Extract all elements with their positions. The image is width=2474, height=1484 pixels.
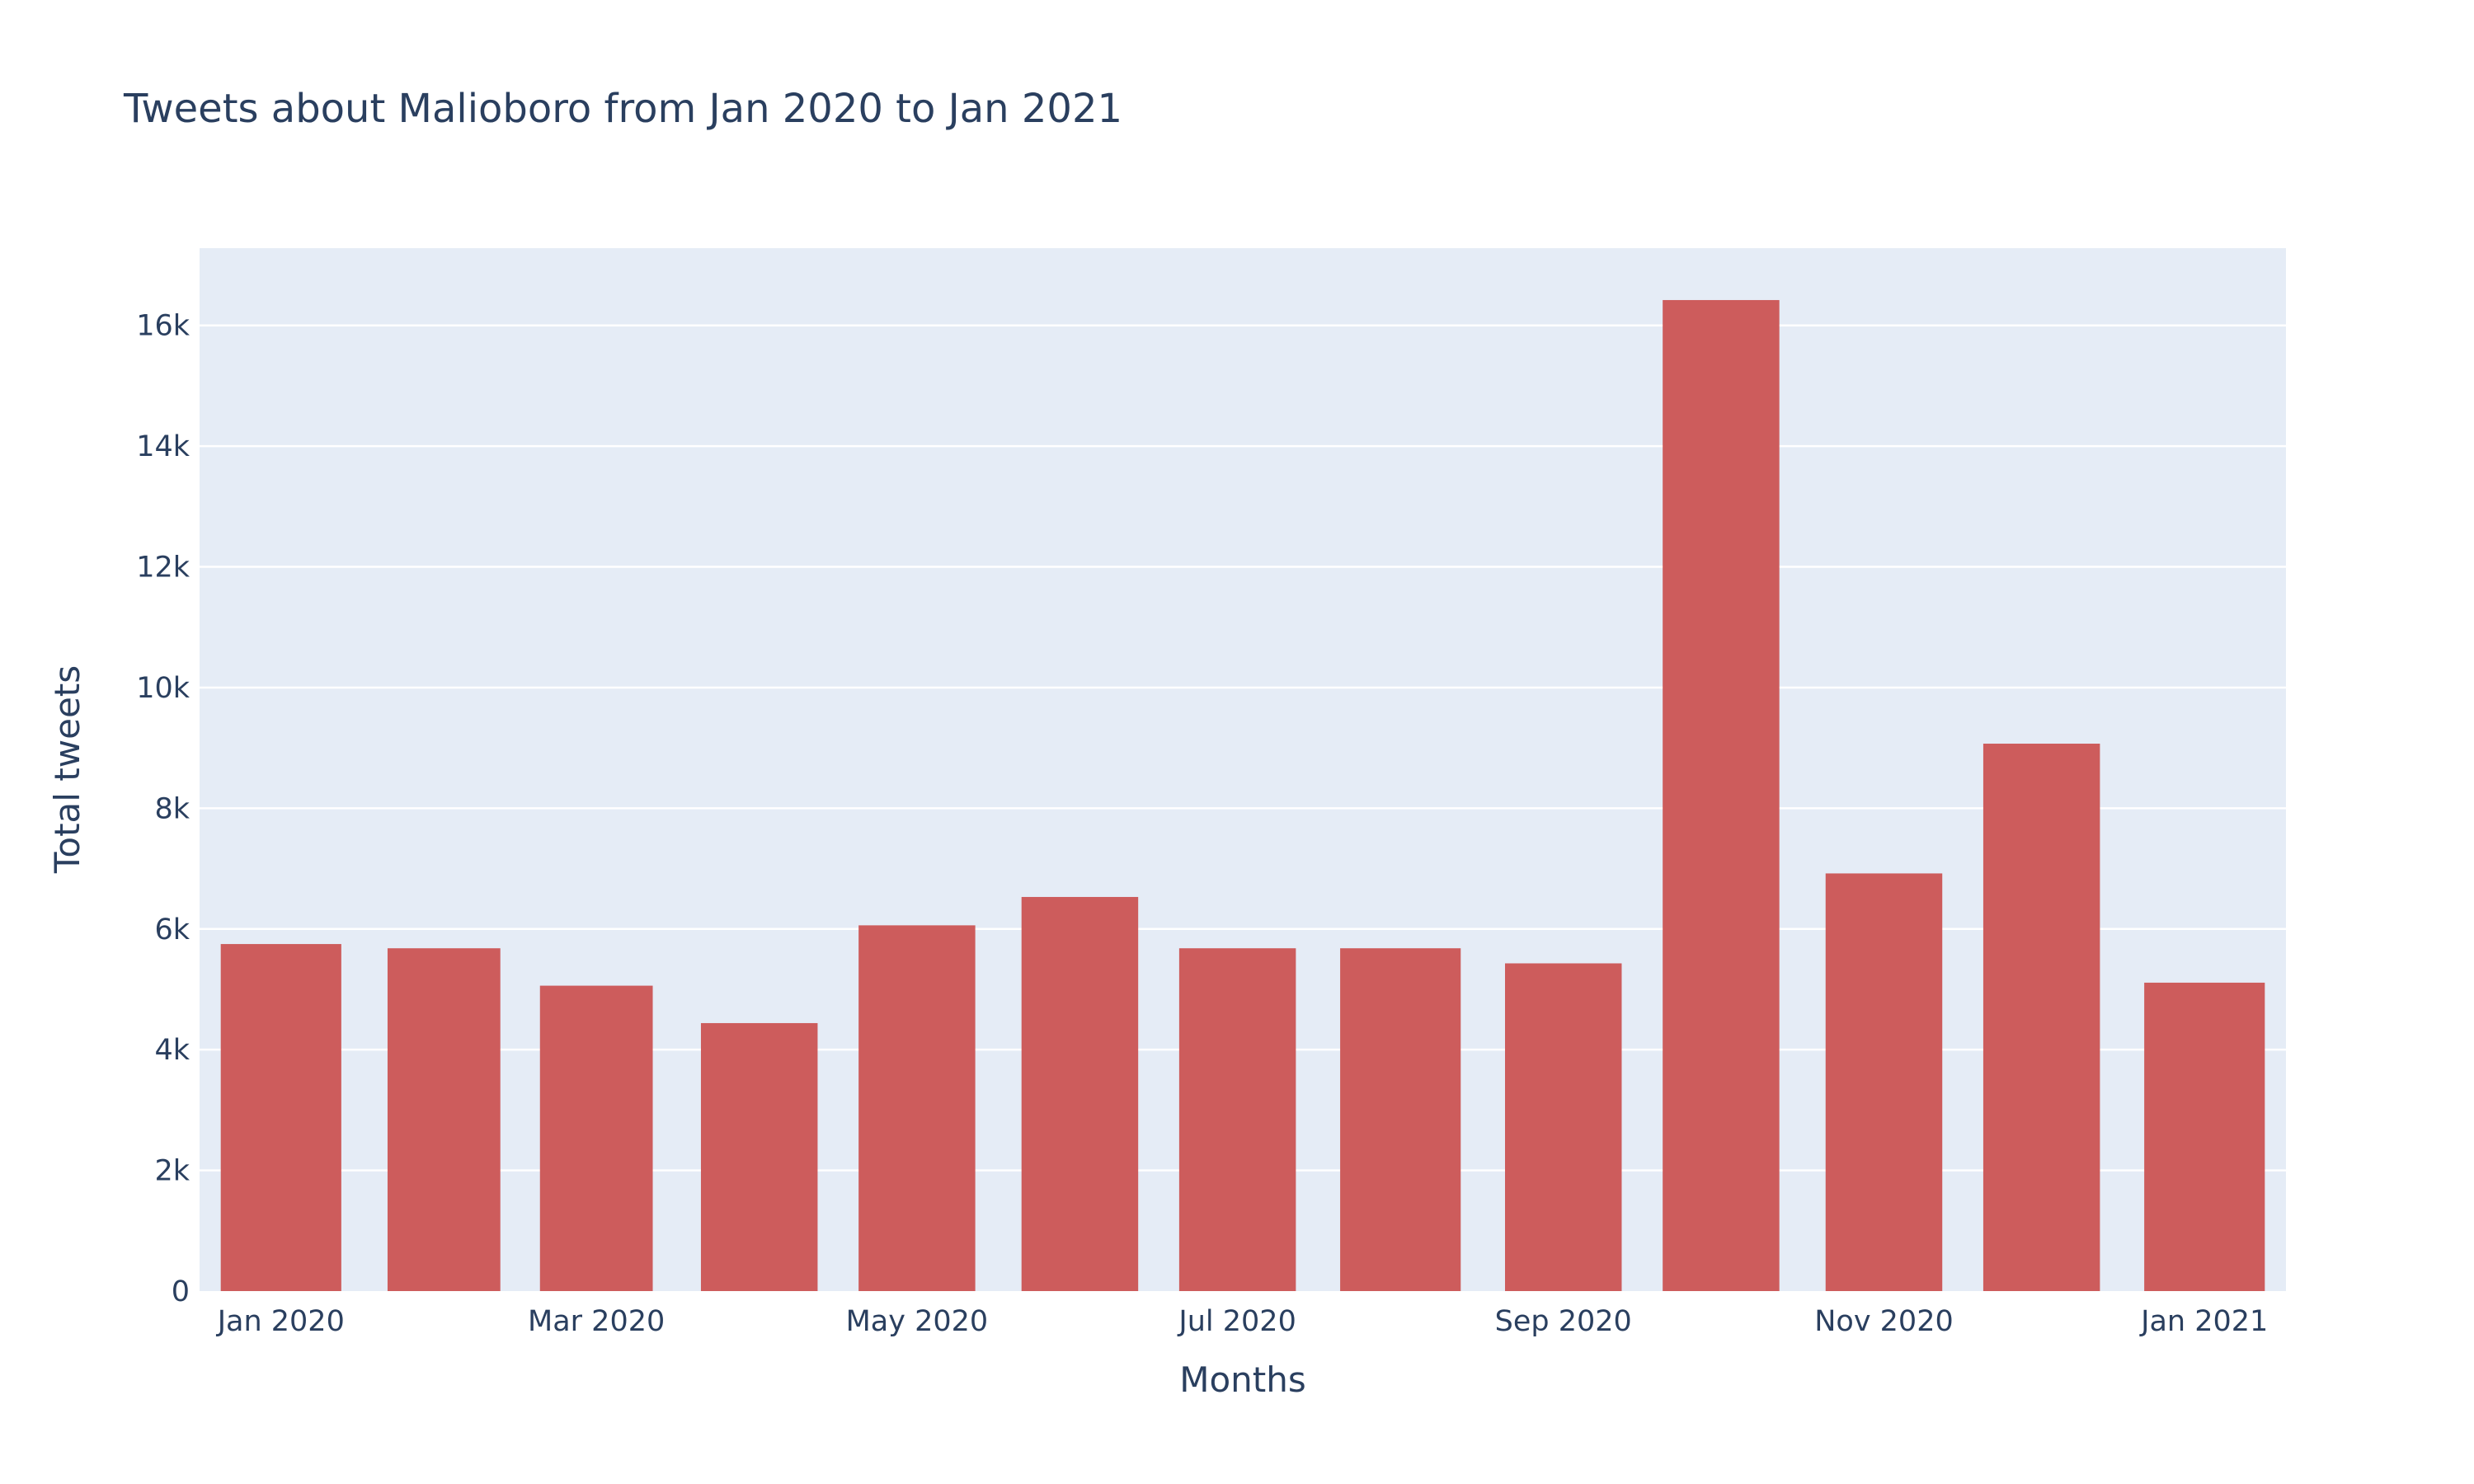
x-tick-label: Nov 2020 [1814, 1305, 1954, 1338]
x-tick-label: Jul 2020 [1177, 1305, 1296, 1338]
y-tick-label: 8k [154, 792, 190, 825]
y-tick-label: 12k [136, 552, 190, 585]
y-tick-label: 6k [154, 913, 190, 946]
y-tick-label: 10k [136, 672, 190, 705]
bar [1825, 873, 1943, 1291]
y-tick-label: 14k [136, 430, 190, 463]
x-tick-label: Sep 2020 [1495, 1305, 1632, 1338]
x-tick-label: Mar 2020 [528, 1305, 665, 1338]
y-tick-label: 0 [172, 1275, 190, 1308]
x-axis-ticks: Jan 2020 Mar 2020 May 2020 Jul 2020 Sep 2020… [216, 1305, 2269, 1338]
gridlines [200, 324, 2286, 1172]
x-tick-label: Jan 2021 [2139, 1305, 2268, 1338]
y-tick-label: 4k [154, 1034, 190, 1067]
bar [2144, 982, 2265, 1291]
bar [858, 925, 976, 1291]
y-axis-title: Total tweets [47, 665, 87, 874]
y-tick-label: 16k [136, 310, 190, 343]
chart-title: Tweets about Malioboro from Jan 2020 to … [123, 86, 1122, 132]
bar [220, 944, 341, 1291]
y-tick-label: 2k [154, 1155, 190, 1188]
x-tick-label: May 2020 [846, 1305, 989, 1338]
y-axis-ticks: 0 2k 4k 6k 8k 10k 12k 14k 16k [136, 310, 190, 1308]
bar [1505, 963, 1622, 1291]
bar [1340, 948, 1461, 1291]
bar [387, 948, 501, 1291]
bar [1982, 744, 2100, 1291]
bars [220, 299, 2265, 1292]
bar [700, 1022, 818, 1291]
bar [1021, 896, 1139, 1291]
bar [1663, 299, 1780, 1292]
bar [539, 985, 653, 1291]
x-axis-title: Months [1179, 1360, 1306, 1400]
bar [1178, 948, 1296, 1291]
x-tick-label: Jan 2020 [216, 1305, 345, 1338]
